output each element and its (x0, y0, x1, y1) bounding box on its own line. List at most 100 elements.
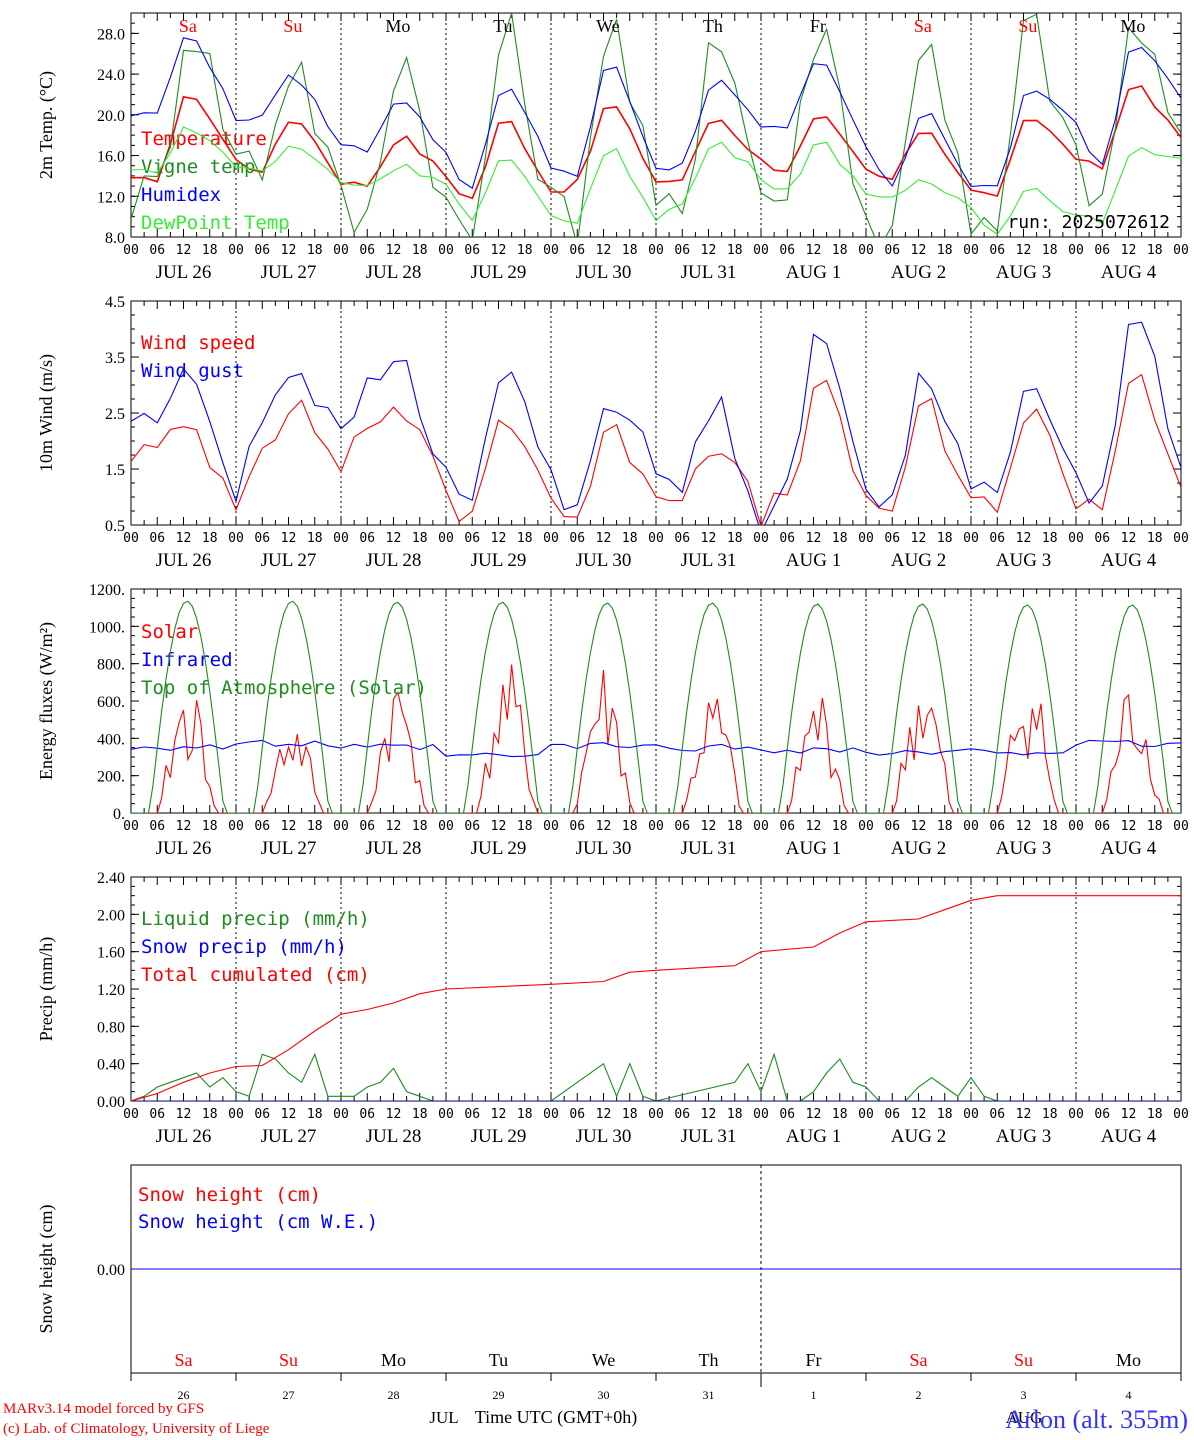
hour-tick-label: 06 (779, 243, 795, 258)
y-tick-label: 12.0 (97, 189, 125, 206)
day-label: JUL 28 (366, 550, 422, 571)
hour-tick-label: 18 (937, 243, 953, 258)
weekday-label: Su (1014, 1350, 1033, 1370)
weekday-label: Su (283, 16, 302, 36)
day-label: JUL 30 (576, 550, 632, 571)
hour-tick-label: 18 (1147, 243, 1163, 258)
day-label: JUL 30 (576, 1126, 632, 1147)
y-tick-label: 1.20 (97, 982, 125, 999)
panel-precip: 00 06 12 18 00 06 12 18 00 06 12 18 00 06 12 18 00 06 12 18… (36, 870, 1189, 1147)
hour-tick-label: 00 (228, 1107, 244, 1122)
day-label: JUL 26 (156, 838, 212, 859)
hour-tick-label: 00 (858, 1107, 874, 1122)
hour-tick-label: 00 (543, 819, 559, 834)
hour-tick-label: 18 (412, 243, 428, 258)
y-tick-label: 200. (97, 769, 125, 786)
hour-tick-label: 00 (858, 531, 874, 546)
day-label: JUL 29 (471, 262, 527, 283)
series-line-2 (131, 895, 1181, 1101)
y-tick-label: 4.5 (105, 294, 125, 311)
hour-tick-label: 18 (202, 531, 218, 546)
hour-tick-label: 06 (884, 531, 900, 546)
hour-tick-label: 00 (438, 243, 454, 258)
hour-tick-label: 06 (989, 1107, 1005, 1122)
hour-tick-label: 00 (963, 243, 979, 258)
hour-tick-label: 00 (753, 243, 769, 258)
hour-tick-label: 06 (884, 1107, 900, 1122)
hour-tick-label: 12 (701, 819, 717, 834)
hour-tick-label: 06 (569, 243, 585, 258)
hour-tick-label: 06 (884, 243, 900, 258)
hour-tick-label: 18 (937, 531, 953, 546)
legend-entry: Vigne temp (141, 156, 255, 178)
hour-tick-label: 12 (281, 531, 297, 546)
legend-entry: Snow precip (mm/h) (141, 936, 347, 958)
hour-tick-label: 00 (1068, 1107, 1084, 1122)
day-label: AUG 1 (786, 1126, 841, 1147)
day-number: 29 (493, 1388, 505, 1402)
weekday-label: Sa (914, 16, 932, 36)
hour-tick-label: 12 (176, 1107, 192, 1122)
weekday-label: Mo (1116, 1350, 1141, 1370)
series-line-2 (131, 600, 1181, 813)
y-tick-label: 600. (97, 694, 125, 711)
hour-tick-label: 06 (464, 243, 480, 258)
hour-tick-label: 12 (596, 1107, 612, 1122)
day-label: JUL 29 (471, 838, 527, 859)
hour-tick-label: 00 (1068, 531, 1084, 546)
y-tick-label: 400. (97, 731, 125, 748)
hour-tick-label: 18 (307, 819, 323, 834)
hour-tick-label: 06 (149, 819, 165, 834)
weekday-label: Mo (381, 1350, 406, 1370)
y-tick-label: 2.5 (105, 406, 125, 423)
hour-tick-label: 06 (674, 819, 690, 834)
y-tick-label: 16.0 (97, 149, 125, 166)
day-label: JUL 28 (366, 1126, 422, 1147)
hour-tick-label: 00 (123, 243, 139, 258)
day-label: AUG 1 (786, 262, 841, 283)
y-tick-label: 0.80 (97, 1019, 125, 1036)
hour-tick-label: 06 (884, 819, 900, 834)
hour-tick-label: 06 (569, 531, 585, 546)
legend-entry: Total cumulated (cm) (141, 964, 370, 986)
y-tick-label: 28.0 (97, 26, 125, 43)
weekday-label: Th (703, 16, 723, 36)
hour-tick-label: 00 (1173, 1107, 1189, 1122)
y-tick-label: 2.40 (97, 870, 125, 887)
day-number: 2 (916, 1388, 922, 1402)
series-line-0 (131, 373, 1181, 525)
weekday-label: Sa (175, 1350, 193, 1370)
y-tick-label: 8.0 (105, 230, 125, 247)
hour-tick-label: 12 (806, 531, 822, 546)
x-axis-label: Time UTC (GMT+0h) (475, 1407, 638, 1428)
series-line-1 (131, 321, 1181, 525)
day-number: 31 (703, 1388, 715, 1402)
legend-entry: Snow height (cm W.E.) (138, 1211, 378, 1233)
hour-tick-label: 06 (464, 819, 480, 834)
hour-tick-label: 12 (491, 819, 507, 834)
hour-tick-label: 12 (701, 531, 717, 546)
hour-tick-label: 18 (1147, 531, 1163, 546)
hour-tick-label: 00 (648, 531, 664, 546)
hour-tick-label: 18 (937, 1107, 953, 1122)
legend-entry: Wind gust (141, 360, 244, 382)
hour-tick-label: 06 (674, 243, 690, 258)
hour-tick-label: 06 (254, 819, 270, 834)
day-label: JUL 31 (681, 838, 737, 859)
hour-tick-label: 12 (911, 243, 927, 258)
day-label: JUL 31 (681, 1126, 737, 1147)
day-label: JUL 27 (261, 262, 317, 283)
series-line-1 (131, 739, 1181, 758)
hour-tick-label: 12 (176, 531, 192, 546)
hour-tick-label: 00 (1173, 531, 1189, 546)
hour-tick-label: 18 (517, 531, 533, 546)
hour-tick-label: 00 (123, 531, 139, 546)
y-tick-label: 0. (113, 806, 125, 823)
day-label: JUL 30 (576, 838, 632, 859)
hour-tick-label: 12 (806, 1107, 822, 1122)
day-number: 4 (1126, 1388, 1132, 1402)
y-axis-label: Precip (mm/h) (36, 937, 57, 1041)
hour-tick-label: 12 (1121, 243, 1137, 258)
hour-tick-label: 12 (491, 243, 507, 258)
hour-tick-label: 06 (779, 1107, 795, 1122)
